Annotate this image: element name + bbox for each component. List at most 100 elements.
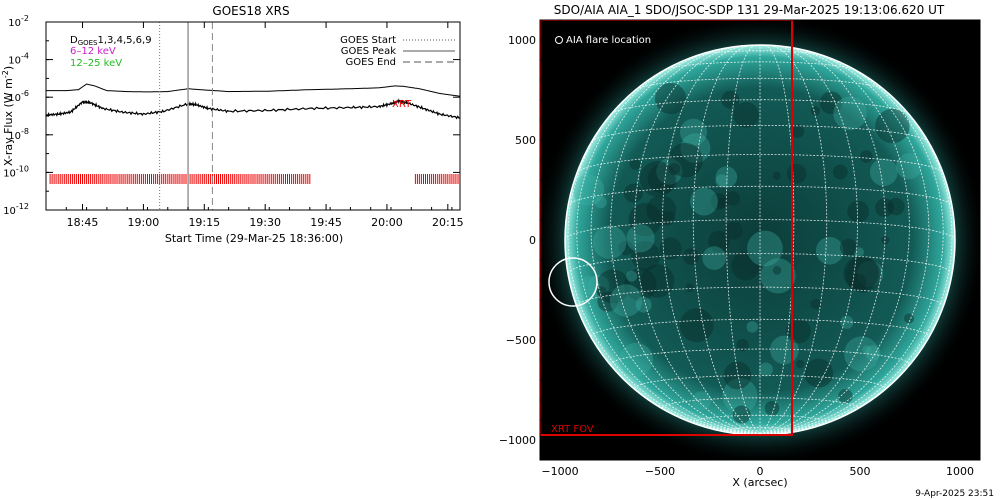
xrs-markers-group: [159, 22, 213, 210]
xrs-axes-group: 18:45 19:00 19:15 19:30 19:45 20:00 20:15 10-2 1…: [3, 14, 463, 229]
active-region-patch: [747, 230, 783, 267]
aia-x-tick-label: 500: [850, 465, 871, 478]
aia-x-tick-label: −500: [645, 465, 675, 478]
coronal-hole-patch: [685, 283, 695, 293]
active-region-patch: [588, 274, 610, 297]
xrt-fov-label: XRT FOV: [551, 424, 594, 435]
coronal-hole-patch: [833, 164, 848, 180]
active-region-patch: [844, 336, 880, 372]
aia-y-tick-label: −1000: [500, 434, 536, 447]
longitude-line: [725, 44, 761, 435]
coronal-hole-patch: [843, 255, 879, 292]
coronal-hole-patch: [904, 313, 914, 324]
aia-x-tick-label: 1000: [946, 465, 974, 478]
active-region-patch: [626, 224, 655, 253]
coronal-hole-patch: [772, 266, 782, 275]
legend-12-25-kev: 12–25 keV: [70, 58, 122, 69]
xrs-x-tick-label: 19:15: [188, 216, 220, 229]
latitude-line: [635, 77, 885, 90]
flare-legend-marker: [555, 36, 563, 44]
coronal-hole-patch: [845, 256, 882, 293]
longitude-line: [567, 73, 761, 435]
xrs-x-tick-label: 19:45: [310, 216, 342, 229]
longitude-line: [759, 53, 944, 435]
flare-legend-label: AIA flare location: [566, 35, 651, 46]
coronal-hole-patch: [847, 200, 870, 223]
coronal-hole-patch: [790, 124, 805, 138]
active-region-patch: [760, 258, 796, 294]
active-region-patch: [619, 342, 653, 377]
xrs-title: GOES18 XRS: [212, 4, 289, 18]
aia-x-tick-label: 0: [757, 465, 764, 478]
aia-title: SDO/AIA AIA_1 SDO/JSOC-SDP 131 29-Mar-20…: [554, 3, 945, 17]
active-region-patch: [573, 174, 605, 206]
coronal-hole-patch: [819, 91, 843, 115]
active-region-patch: [833, 96, 867, 131]
xrs-x-tick-label: 20:00: [371, 216, 403, 229]
longitude-line: [662, 45, 761, 435]
aia-image-chart: SDO/AIA AIA_1 SDO/JSOC-SDP 131 29-Mar-20…: [500, 3, 994, 499]
coronal-hole-patch: [646, 195, 677, 225]
longitude-line: [759, 45, 886, 435]
active-region-patch: [656, 158, 683, 185]
xrs-x-tick-label: 18:45: [67, 216, 99, 229]
coronal-hole-patch: [875, 108, 910, 144]
latitude-line: [576, 286, 944, 307]
xrs-series-line-0: [46, 83, 461, 97]
active-region-patch: [609, 284, 643, 317]
active-region-patch: [746, 321, 759, 333]
coronal-hole-patch: [623, 183, 643, 203]
active-region-patch: [854, 247, 864, 257]
coronal-hole-patch: [725, 191, 740, 206]
aia-flare-circle: [548, 257, 598, 307]
active-region-patch: [840, 315, 854, 329]
latitude-line: [591, 125, 929, 143]
active-region-patch: [715, 174, 729, 188]
longitude-line: [590, 47, 761, 435]
coronal-hole-patch: [733, 102, 759, 128]
coronal-hole-patch: [668, 163, 681, 175]
aia-x-tick-label: −1000: [541, 465, 578, 478]
aia-y-tick-label: −500: [506, 334, 536, 347]
active-region-patch: [692, 391, 712, 411]
xrs-x-tick-label: 19:00: [128, 216, 160, 229]
latitude-line: [567, 253, 953, 274]
xrs-y-tick-label: 10-2: [8, 14, 29, 29]
coronal-hole-patch: [710, 193, 727, 210]
coronal-hole-patch: [839, 238, 858, 257]
aia-plot: −1000 −500 0 500 1000 1000 500 0 −500 −1000 AIA f…: [500, 19, 981, 478]
longitude-line: [759, 73, 953, 435]
legend-goes-peak: GOES Peak: [341, 46, 396, 57]
active-region-patch: [690, 187, 718, 216]
xrs-coverage-group: [49, 174, 459, 184]
coronal-hole-patch: [772, 171, 781, 180]
coronal-hole-patch: [668, 142, 703, 178]
active-region-patch: [815, 237, 844, 265]
latitude-line: [590, 318, 930, 338]
active-region-patch: [758, 362, 773, 377]
coronal-hole-patch: [723, 361, 752, 390]
legend-goes-sats: DGOES1,3,4,5,6,9: [70, 35, 152, 47]
xrs-legend-left: DGOES1,3,4,5,6,9 6–12 keV 12–25 keV: [70, 35, 152, 69]
coronal-hole-patch: [764, 401, 780, 416]
active-region-patch: [592, 225, 627, 259]
xrs-series-group: [45, 83, 461, 120]
active-region-patch: [626, 270, 638, 282]
coronal-hole-patch: [804, 358, 834, 388]
coronal-hole-patch: [596, 286, 607, 297]
coronal-hole-patch: [717, 197, 728, 209]
coronal-hole-patch: [708, 230, 730, 253]
latitude-line: [696, 50, 824, 56]
active-region-patch: [857, 260, 884, 288]
aia-y-tick-label: 500: [515, 134, 536, 147]
active-region-patch: [594, 196, 607, 209]
coronal-hole-patch: [682, 248, 700, 265]
longitude-line: [692, 44, 761, 435]
longitude-line: [610, 46, 761, 435]
longitude-line: [576, 53, 761, 435]
aia-x-label: X (arcsec): [732, 476, 787, 489]
latitude-line: [610, 348, 910, 365]
coronal-hole-patch: [628, 202, 662, 237]
goes-xrs-chart: GOES18 XRS X-ray Flux (W m-2) Start Time…: [1, 4, 464, 245]
longitude-line: [759, 47, 930, 435]
